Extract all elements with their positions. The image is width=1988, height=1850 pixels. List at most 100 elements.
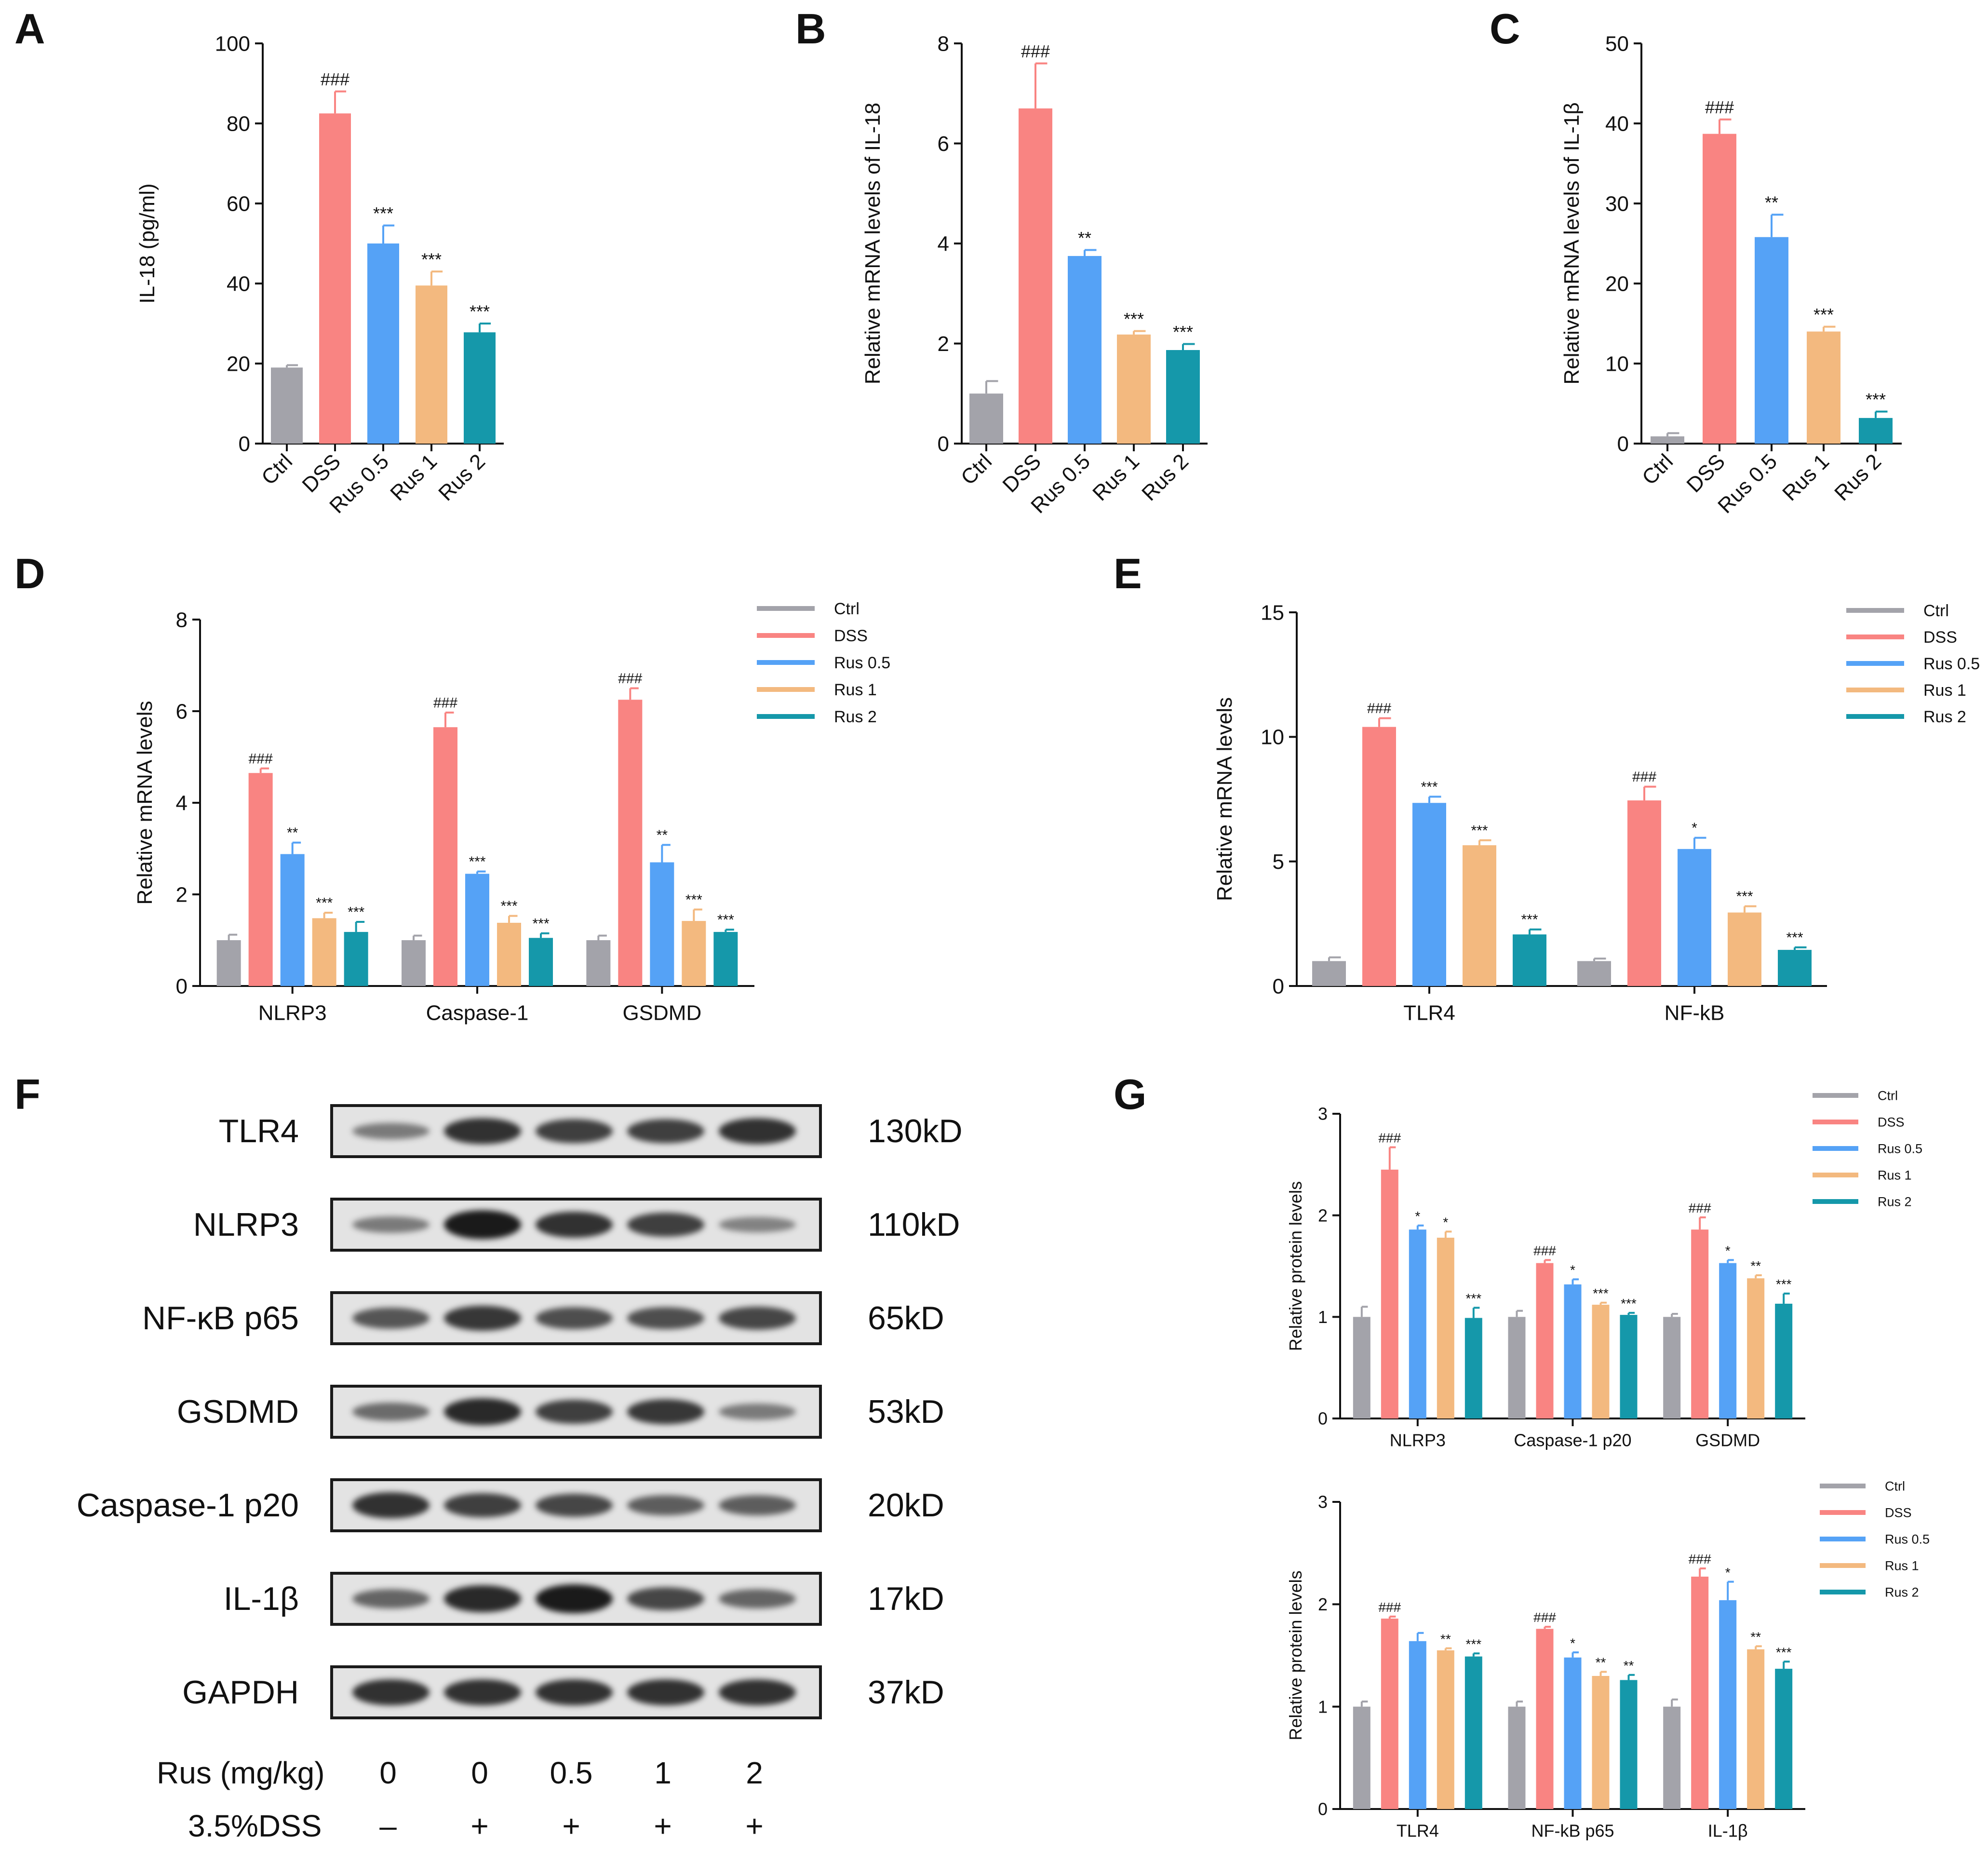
blot-band	[536, 1679, 613, 1705]
significance-label: ###	[1367, 701, 1391, 716]
bar	[1362, 727, 1396, 986]
significance-label: ***	[1173, 322, 1193, 342]
bar	[1166, 350, 1200, 444]
bar	[1577, 961, 1611, 986]
blot-band	[536, 1119, 613, 1143]
x-tick-label: Rus 1	[1778, 449, 1834, 505]
panel-letter-f: F	[14, 1070, 40, 1118]
y-tick-label: 4	[938, 232, 949, 256]
bar	[465, 874, 489, 986]
bar	[1564, 1284, 1582, 1418]
bar	[402, 940, 426, 986]
y-tick-label: 2	[938, 332, 949, 356]
x-tick-label: TLR4	[1403, 1001, 1455, 1025]
x-tick-label: NF-kB	[1665, 1001, 1725, 1025]
bar	[1353, 1706, 1370, 1809]
panel-letter-a: A	[14, 5, 45, 53]
significance-label: *	[1725, 1243, 1731, 1258]
blot-mw-label: 37kD	[868, 1674, 944, 1711]
significance-label: ###	[1689, 1552, 1711, 1566]
x-tick-label: IL-1β	[1708, 1821, 1748, 1841]
y-tick-label: 4	[176, 791, 188, 815]
blot-strip	[330, 1104, 822, 1158]
bar	[1691, 1229, 1709, 1418]
significance-label: ***	[470, 301, 490, 321]
significance-label: **	[287, 825, 298, 841]
bar	[1807, 331, 1840, 444]
x-tick-label: Rus 2	[434, 449, 490, 505]
legend-label: Rus 2	[1878, 1194, 1912, 1209]
significance-label: ***	[1593, 1286, 1609, 1301]
bar	[1068, 256, 1101, 444]
bar	[1508, 1706, 1526, 1809]
blot-band	[352, 1679, 430, 1705]
rus-dose-label: Rus (mg/kg)	[157, 1755, 325, 1790]
blot-strip	[330, 1665, 822, 1719]
rus-dose-value: 0	[379, 1755, 397, 1790]
significance-label: ###	[1705, 97, 1734, 117]
bar	[312, 918, 336, 986]
significance-label: ###	[433, 695, 457, 711]
x-tick-label: NLRP3	[258, 1001, 327, 1025]
y-axis-label: Relative protein levels	[1286, 1570, 1305, 1740]
significance-label: ***	[532, 916, 549, 932]
bar	[618, 700, 643, 986]
y-tick-label: 2	[1318, 1205, 1328, 1225]
legend-label: Rus 2	[1923, 708, 1966, 726]
blot-band	[719, 1404, 796, 1420]
bar	[1703, 134, 1736, 444]
blot-band	[719, 1118, 796, 1144]
panel-letter-b: B	[795, 5, 826, 53]
bar	[1728, 912, 1761, 986]
legend-label: Rus 2	[1885, 1585, 1919, 1599]
y-tick-label: 2	[176, 883, 188, 906]
x-tick-label: GSDMD	[1695, 1431, 1760, 1450]
dss-value: –	[379, 1809, 397, 1843]
bar	[1463, 845, 1496, 986]
panel-letter-d: D	[14, 550, 45, 597]
blot-band	[444, 1306, 521, 1331]
significance-label: *	[1570, 1263, 1575, 1278]
panel-letter-c: C	[1490, 5, 1520, 53]
significance-label: ***	[1471, 823, 1488, 838]
y-tick-label: 8	[176, 608, 188, 632]
dss-value: +	[470, 1809, 489, 1843]
significance-label: ###	[1021, 41, 1050, 61]
blot-band	[444, 1398, 521, 1425]
blot-band	[536, 1494, 613, 1517]
significance-label: ###	[321, 69, 349, 89]
bar	[1719, 1263, 1737, 1418]
bar	[433, 727, 457, 986]
y-tick-label: 3	[1318, 1104, 1328, 1124]
x-tick-label: Rus 2	[1137, 449, 1193, 505]
bar	[280, 854, 305, 986]
significance-label: *	[1415, 1209, 1420, 1224]
significance-label: ***	[1776, 1645, 1792, 1660]
significance-label: ###	[1378, 1600, 1401, 1615]
blot-mw-label: 110kD	[868, 1206, 960, 1243]
significance-label: ###	[1533, 1610, 1556, 1625]
rus-dose-value: 0	[471, 1755, 488, 1790]
blot-protein-label: IL-1β	[223, 1580, 299, 1617]
bar	[650, 862, 674, 986]
significance-label: *	[1725, 1565, 1731, 1580]
bar	[1409, 1641, 1426, 1809]
bar	[1747, 1278, 1765, 1418]
significance-label: ***	[316, 895, 333, 911]
blot-mw-label: 65kD	[868, 1300, 944, 1337]
blot-band	[627, 1679, 704, 1705]
blot-mw-label: 130kD	[868, 1113, 963, 1149]
rus-dose-value: 1	[654, 1755, 672, 1790]
y-tick-label: 0	[1318, 1799, 1328, 1819]
blot-protein-label: GAPDH	[182, 1674, 299, 1711]
bar	[1508, 1317, 1526, 1418]
blot-strip	[330, 1478, 822, 1532]
bar	[1381, 1619, 1398, 1809]
significance-label: *	[1692, 820, 1697, 836]
blot-band	[627, 1307, 704, 1329]
blot-band	[536, 1212, 613, 1238]
legend-label: DSS	[1923, 628, 1957, 647]
blot-strip	[330, 1385, 822, 1439]
bar	[1464, 1656, 1482, 1809]
